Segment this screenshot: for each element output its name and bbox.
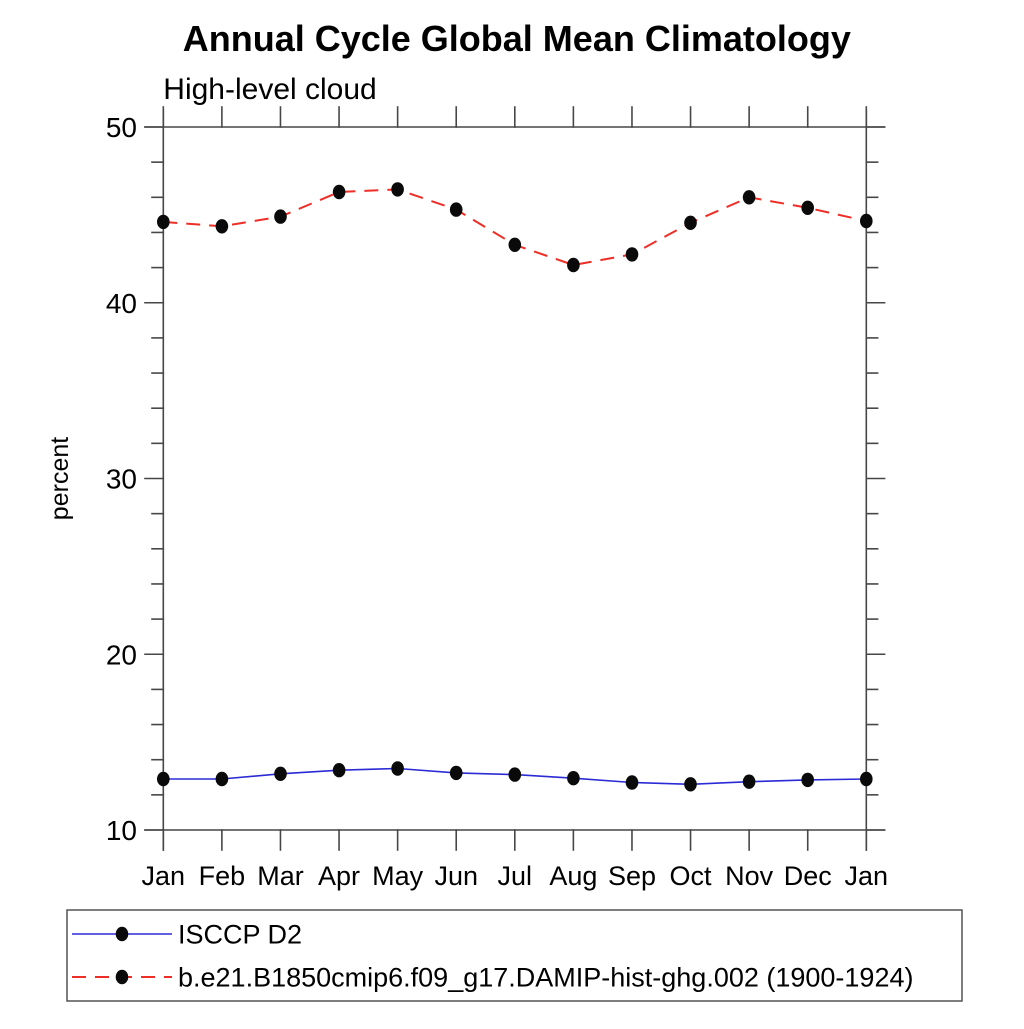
chart-title: Annual Cycle Global Mean Climatology [183,18,851,59]
data-point-marker [742,774,756,789]
data-point-marker [274,766,287,781]
data-point-marker [215,771,229,787]
data-point-marker [449,765,463,781]
y-tick-label: 10 [106,815,137,846]
data-point-marker [567,771,580,786]
data-point-marker [801,772,814,788]
data-point-marker [157,771,170,787]
data-point-marker [684,215,697,230]
x-tick-label: Nov [725,861,774,891]
x-tick-label: Jul [498,861,533,891]
x-tick-label: Oct [670,861,713,891]
series-line [163,188,867,267]
data-point-marker [391,761,404,776]
data-point-marker [508,237,522,252]
data-point-marker [801,200,814,215]
legend-label: ISCCP D2 [178,920,302,950]
data-point-marker [860,771,873,787]
legend: ISCCP D2 b.e21.B1850cmip6.f09_g17.DAMIP-h… [66,909,963,1002]
y-axis-label: percent [46,437,74,520]
plot-axes [144,106,886,851]
legend-marker [115,969,129,985]
x-tick-label: Jan [845,861,889,891]
data-point-marker [332,184,346,200]
legend-item: b.e21.B1850cmip6.f09_g17.DAMIP-hist-ghg.… [72,963,913,993]
x-tick-label: Jan [142,861,186,891]
data-point-marker [742,190,756,205]
data-point-marker [391,182,404,197]
y-tick-label: 30 [106,464,137,495]
y-tick-label: 50 [106,112,137,143]
x-tick-label: Dec [784,861,832,891]
data-point-marker [274,209,287,224]
data-point-marker [508,767,522,782]
legend-item: ISCCP D2 [72,920,302,950]
y-tick-label: 20 [106,639,137,670]
y-tick-label: 40 [106,288,137,319]
data-point-marker [449,202,463,217]
legend-marker [115,926,129,942]
x-tick-label: Sep [608,861,656,891]
data-point-marker [332,763,346,778]
legend-label: b.e21.B1850cmip6.f09_g17.DAMIP-hist-ghg.… [178,963,913,993]
x-tick-label: Apr [318,861,360,891]
x-tick-label: May [372,861,424,891]
legend-box [66,909,963,1002]
data-point-marker [157,214,170,230]
data-point-marker [215,219,229,234]
x-tick-label: Aug [549,861,597,891]
series-isccp-d2 [157,761,873,792]
series-model-run [157,182,873,273]
chart-subtitle: High-level cloud [163,73,376,106]
x-tick-label: Mar [257,861,304,891]
data-point-marker [625,775,639,790]
data-point-marker [860,213,873,229]
x-tick-label: Feb [199,861,246,891]
data-point-marker [684,777,697,792]
data-point-marker [625,247,639,262]
x-tick-label: Jun [434,861,478,891]
data-point-marker [567,257,580,273]
